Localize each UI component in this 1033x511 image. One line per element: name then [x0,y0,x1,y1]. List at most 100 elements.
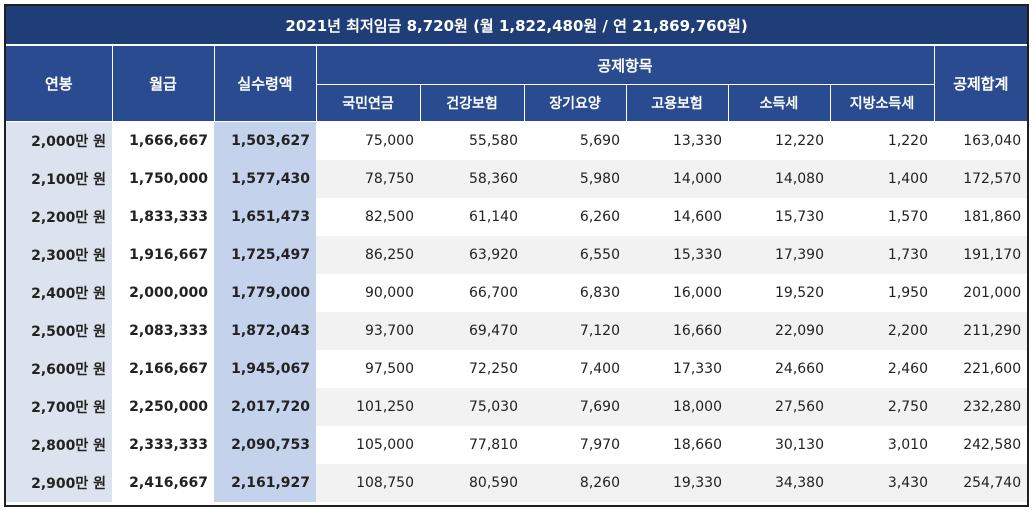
table-row: 2,300만 원 1,916,667 1,725,497 86,250 63,920 6,… [6,235,1027,274]
total-deductions-cell: 221,600 [934,349,1027,388]
monthly-salary-cell: 1,833,333 [112,197,214,236]
net-pay-cell: 2,161,927 [214,463,316,502]
monthly-salary-cell: 2,333,333 [112,425,214,464]
header-local-income-tax: 지방소득세 [830,84,935,122]
header-deductions-group: 공제항목 [316,45,935,85]
monthly-salary-cell: 2,083,333 [112,311,214,350]
employment-insurance-cell: 16,660 [626,311,728,350]
income-tax-cell: 14,080 [728,159,830,198]
total-deductions-cell: 232,280 [934,387,1027,426]
net-pay-cell: 1,577,430 [214,159,316,198]
table-title: 2021년 최저임금 8,720원 (월 1,822,480원 / 연 21,8… [6,6,1027,46]
monthly-salary-cell: 2,250,000 [112,387,214,426]
health-insurance-cell: 66,700 [420,273,524,312]
national-pension-cell: 101,250 [316,387,420,426]
net-pay-cell: 2,017,720 [214,387,316,426]
local-income-tax-cell: 1,570 [830,197,934,236]
annual-salary-cell: 2,200만 원 [6,197,112,236]
annual-salary-cell: 2,900만 원 [6,463,112,502]
national-pension-cell: 93,700 [316,311,420,350]
table-body: 2,000만 원 1,666,667 1,503,627 75,000 55,580 5,… [6,121,1027,502]
long-term-care-cell: 7,120 [524,311,626,350]
health-insurance-cell: 75,030 [420,387,524,426]
national-pension-cell: 90,000 [316,273,420,312]
national-pension-cell: 78,750 [316,159,420,198]
net-pay-cell: 1,503,627 [214,121,316,160]
long-term-care-cell: 6,830 [524,273,626,312]
annual-salary-cell: 2,600만 원 [6,349,112,388]
annual-salary-cell: 2,700만 원 [6,387,112,426]
long-term-care-cell: 6,550 [524,235,626,274]
employment-insurance-cell: 17,330 [626,349,728,388]
total-deductions-cell: 201,000 [934,273,1027,312]
national-pension-cell: 97,500 [316,349,420,388]
total-deductions-cell: 211,290 [934,311,1027,350]
annual-salary-cell: 2,300만 원 [6,235,112,274]
long-term-care-cell: 7,400 [524,349,626,388]
total-deductions-cell: 172,570 [934,159,1027,198]
monthly-salary-cell: 1,750,000 [112,159,214,198]
header-health-insurance: 건강보험 [420,84,525,122]
employment-insurance-cell: 16,000 [626,273,728,312]
local-income-tax-cell: 3,010 [830,425,934,464]
annual-salary-cell: 2,400만 원 [6,273,112,312]
header-long-term-care: 장기요양 [524,84,627,122]
health-insurance-cell: 63,920 [420,235,524,274]
long-term-care-cell: 5,690 [524,121,626,160]
health-insurance-cell: 80,590 [420,463,524,502]
employment-insurance-cell: 15,330 [626,235,728,274]
long-term-care-cell: 8,260 [524,463,626,502]
national-pension-cell: 105,000 [316,425,420,464]
long-term-care-cell: 5,980 [524,159,626,198]
income-tax-cell: 19,520 [728,273,830,312]
employment-insurance-cell: 18,000 [626,387,728,426]
header-income-tax: 소득세 [728,84,831,122]
monthly-salary-cell: 2,166,667 [112,349,214,388]
local-income-tax-cell: 1,950 [830,273,934,312]
monthly-salary-cell: 1,916,667 [112,235,214,274]
local-income-tax-cell: 1,220 [830,121,934,160]
table-row: 2,400만 원 2,000,000 1,779,000 90,000 66,700 6,… [6,273,1027,312]
header-total-deductions: 공제합계 [934,45,1027,122]
table-row: 2,500만 원 2,083,333 1,872,043 93,700 69,470 7,… [6,311,1027,350]
total-deductions-cell: 242,580 [934,425,1027,464]
header-net-pay: 실수령액 [214,45,317,122]
table-row: 2,900만 원 2,416,667 2,161,927 108,750 80,590 8… [6,463,1027,502]
header-monthly-salary: 월급 [112,45,215,122]
total-deductions-cell: 163,040 [934,121,1027,160]
health-insurance-cell: 55,580 [420,121,524,160]
income-tax-cell: 17,390 [728,235,830,274]
table-row: 2,700만 원 2,250,000 2,017,720 101,250 75,030 7… [6,387,1027,426]
header-annual-salary: 연봉 [6,45,113,122]
local-income-tax-cell: 2,200 [830,311,934,350]
income-tax-cell: 27,560 [728,387,830,426]
health-insurance-cell: 61,140 [420,197,524,236]
salary-table: 2021년 최저임금 8,720원 (월 1,822,480원 / 연 21,8… [6,6,1027,502]
annual-salary-cell: 2,500만 원 [6,311,112,350]
local-income-tax-cell: 1,400 [830,159,934,198]
employment-insurance-cell: 14,000 [626,159,728,198]
health-insurance-cell: 58,360 [420,159,524,198]
income-tax-cell: 24,660 [728,349,830,388]
income-tax-cell: 22,090 [728,311,830,350]
monthly-salary-cell: 1,666,667 [112,121,214,160]
income-tax-cell: 34,380 [728,463,830,502]
header-national-pension: 국민연금 [316,84,421,122]
health-insurance-cell: 72,250 [420,349,524,388]
national-pension-cell: 108,750 [316,463,420,502]
table-row: 2,000만 원 1,666,667 1,503,627 75,000 55,580 5,… [6,121,1027,160]
long-term-care-cell: 7,970 [524,425,626,464]
total-deductions-cell: 191,170 [934,235,1027,274]
table-row: 2,600만 원 2,166,667 1,945,067 97,500 72,250 7,… [6,349,1027,388]
monthly-salary-cell: 2,416,667 [112,463,214,502]
national-pension-cell: 86,250 [316,235,420,274]
net-pay-cell: 1,651,473 [214,197,316,236]
net-pay-cell: 1,779,000 [214,273,316,312]
header-employment-insurance: 고용보험 [626,84,729,122]
table-row: 2,200만 원 1,833,333 1,651,473 82,500 61,140 6,… [6,197,1027,236]
long-term-care-cell: 6,260 [524,197,626,236]
local-income-tax-cell: 2,460 [830,349,934,388]
monthly-salary-cell: 2,000,000 [112,273,214,312]
net-pay-cell: 2,090,753 [214,425,316,464]
annual-salary-cell: 2,000만 원 [6,121,112,160]
